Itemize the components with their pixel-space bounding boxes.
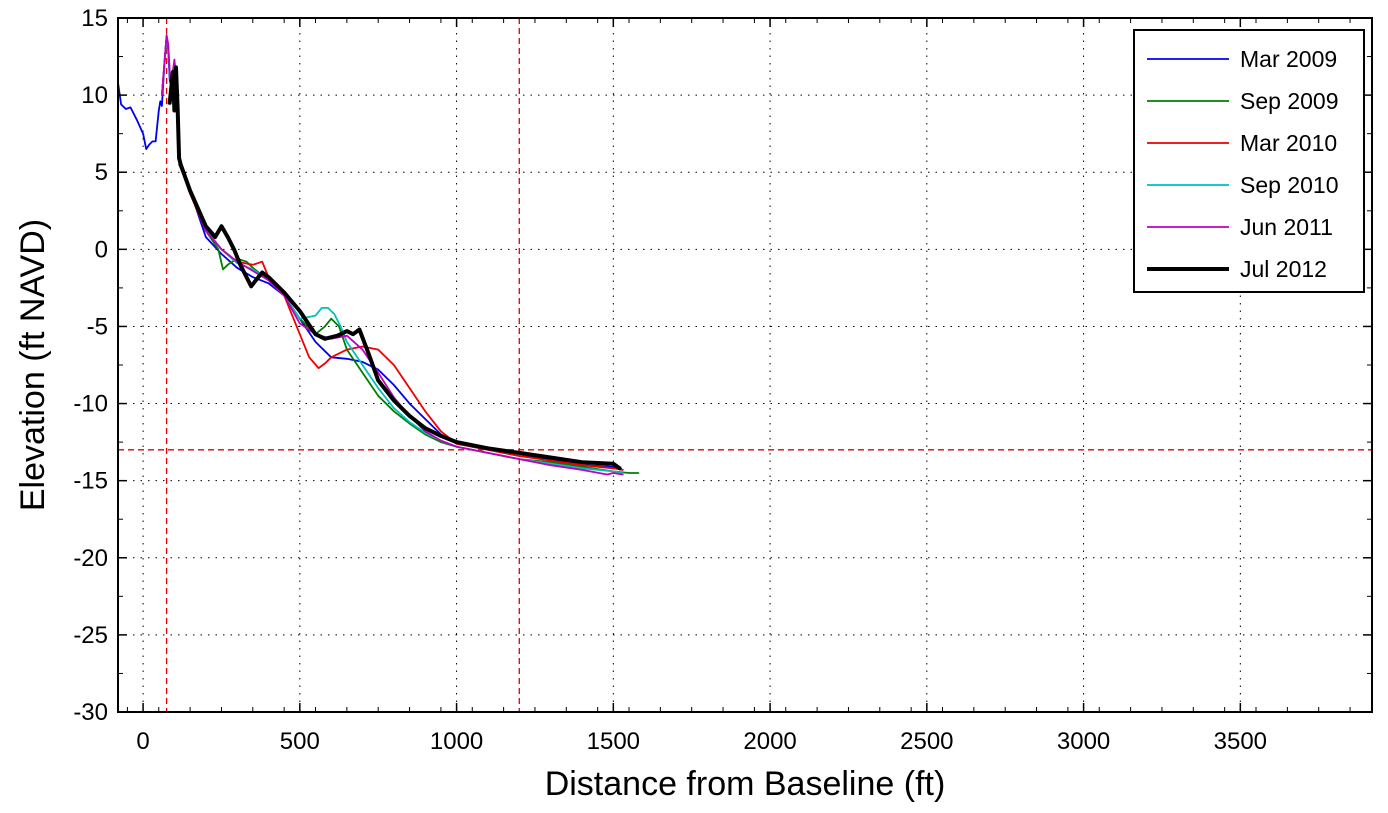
y-tick-label: 10	[81, 82, 108, 109]
series-line-jul-2012	[167, 65, 622, 471]
x-tick-label: 2500	[900, 728, 953, 755]
x-tick-label: 500	[280, 728, 320, 755]
x-tick-label: 3000	[1057, 728, 1110, 755]
y-tick-labels: 15 10 5 0 -5 -10 -15 -20 -25 -30	[73, 5, 108, 726]
x-tick-label: 2000	[743, 728, 796, 755]
y-tick-label: 15	[81, 5, 108, 32]
y-tick-label: -30	[73, 699, 108, 726]
y-tick-label: -15	[73, 468, 108, 495]
legend-label: Jul 2012	[1240, 256, 1327, 282]
reference-lines	[118, 18, 1372, 712]
x-tick-labels: 0 500 1000 1500 2000 2500 3000 3500	[136, 728, 1267, 755]
legend-label: Mar 2009	[1240, 46, 1337, 72]
x-axis-title: Distance from Baseline (ft)	[545, 765, 946, 803]
x-tick-label: 0	[136, 728, 149, 755]
x-tick-label: 1000	[430, 728, 483, 755]
x-tick-label: 1500	[587, 728, 640, 755]
legend-box	[1133, 29, 1365, 293]
axis-ticks	[118, 17, 1372, 713]
series-line-jun-2011	[160, 34, 624, 476]
legend: Mar 2009 Sep 2009 Mar 2010 Sep 2010 Jun 2011…	[1133, 29, 1365, 293]
y-tick-label: -10	[73, 391, 108, 418]
legend-label: Mar 2010	[1240, 130, 1337, 156]
y-tick-label: -20	[73, 545, 108, 572]
y-tick-label: -25	[73, 622, 108, 649]
series-line-mar-2009	[117, 35, 624, 471]
y-tick-label: 5	[95, 159, 108, 186]
grid-lines	[118, 18, 1372, 712]
legend-label: Sep 2010	[1240, 172, 1338, 198]
y-tick-label: -5	[87, 313, 108, 340]
series-line-sep-2010	[160, 37, 624, 474]
y-axis-title: Elevation (ft NAVD)	[14, 219, 52, 511]
legend-label: Sep 2009	[1240, 88, 1338, 114]
series-line-sep-2009	[178, 163, 640, 474]
y-tick-label: 0	[95, 236, 108, 263]
legend-label: Jun 2011	[1240, 214, 1333, 240]
x-tick-label: 3500	[1214, 728, 1267, 755]
series-group	[117, 34, 640, 476]
